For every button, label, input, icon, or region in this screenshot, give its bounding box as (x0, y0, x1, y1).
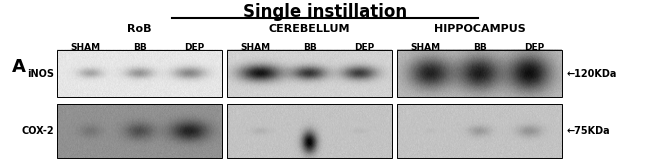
Text: COX-2: COX-2 (21, 126, 54, 136)
Text: ←120KDa: ←120KDa (567, 69, 617, 79)
Text: SHAM: SHAM (410, 43, 441, 52)
Text: BB: BB (473, 43, 487, 52)
Bar (397, 104, 562, 158)
Text: DEP: DEP (524, 43, 544, 52)
Bar (57, 104, 222, 158)
Text: SHAM: SHAM (70, 43, 100, 52)
Text: DEP: DEP (354, 43, 374, 52)
Text: CEREBELLUM: CEREBELLUM (269, 24, 350, 34)
Text: HIPPOCAMPUS: HIPPOCAMPUS (434, 24, 526, 34)
Bar (397, 50, 562, 97)
Text: SHAM: SHAM (240, 43, 270, 52)
Text: iNOS: iNOS (27, 69, 54, 79)
Text: A: A (12, 58, 25, 76)
Bar (227, 104, 392, 158)
Text: RoB: RoB (127, 24, 152, 34)
Bar (227, 50, 392, 97)
Text: ←75KDa: ←75KDa (567, 126, 610, 136)
Text: DEP: DEP (184, 43, 204, 52)
Text: BB: BB (303, 43, 317, 52)
Bar (57, 50, 222, 97)
Text: Single instillation: Single instillation (243, 3, 407, 20)
Text: BB: BB (133, 43, 146, 52)
